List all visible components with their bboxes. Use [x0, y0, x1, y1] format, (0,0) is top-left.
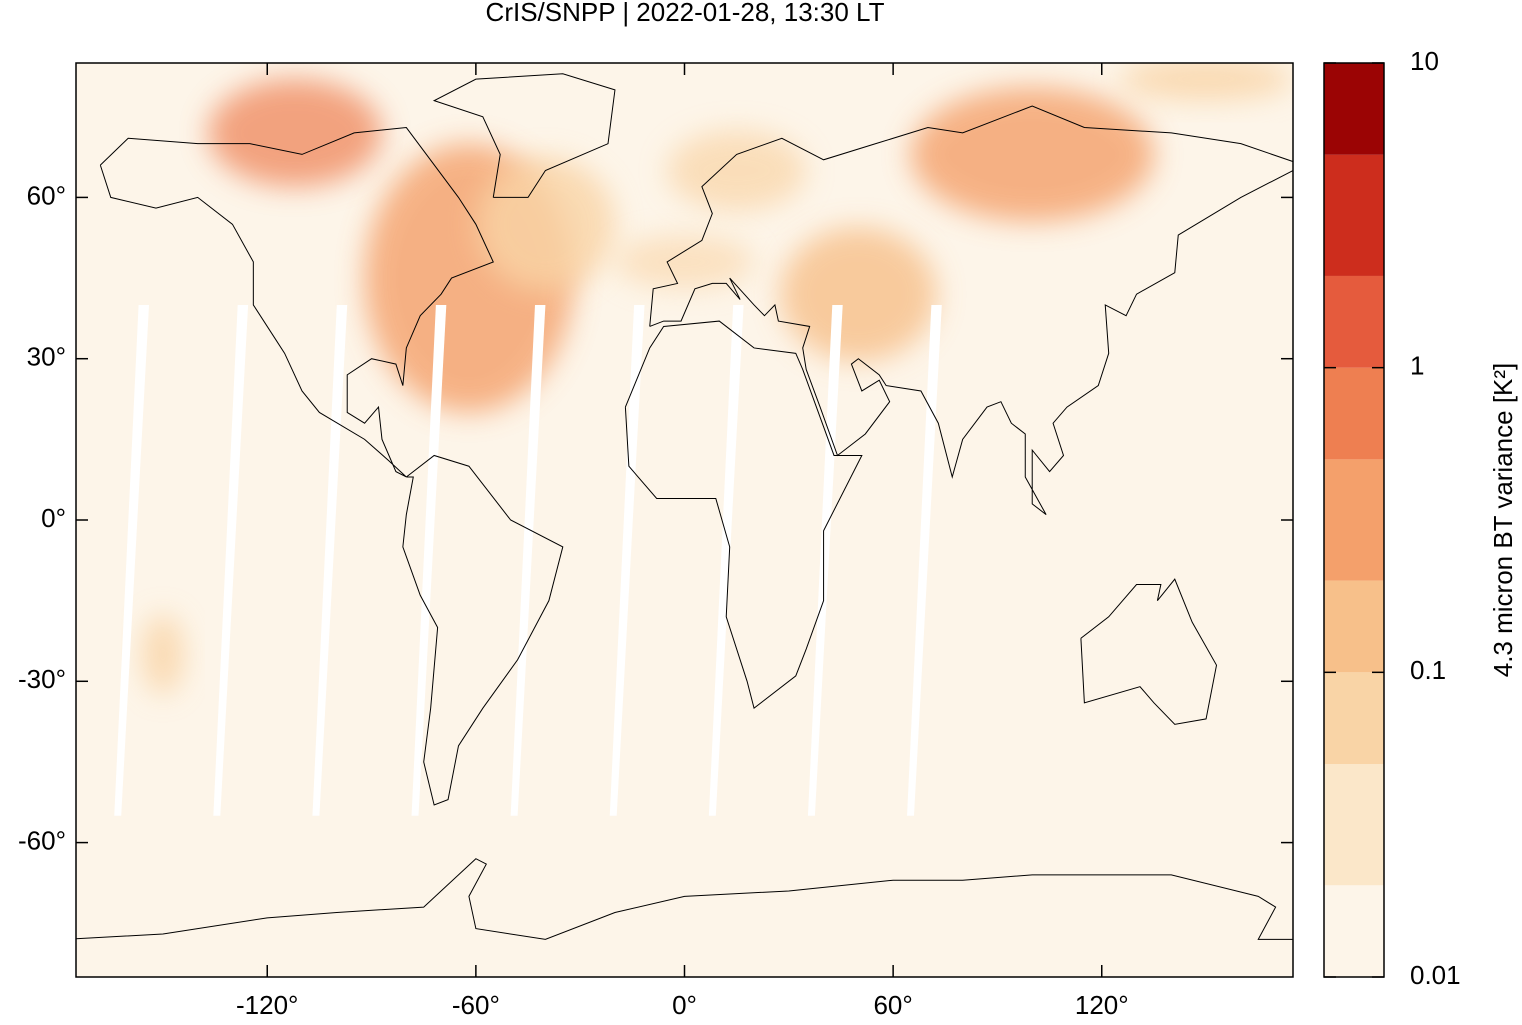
field-patch: [142, 614, 184, 695]
coastline: [432, 73, 616, 198]
field-patch: [780, 227, 937, 362]
y-tick-label: -30°: [18, 664, 66, 694]
coastline: [649, 105, 1293, 516]
field-patch: [208, 79, 383, 187]
coastline: [99, 126, 494, 478]
swath-gap: [807, 304, 843, 816]
colorbar-band: [1324, 672, 1384, 765]
field-patch: [475, 157, 616, 292]
y-tick-label: 30°: [27, 342, 66, 372]
x-tick-label: -60°: [452, 990, 500, 1020]
coastline: [76, 858, 1293, 940]
colorbar-band: [1324, 275, 1384, 368]
y-tick-label: 0°: [41, 503, 66, 533]
colorbar-tick-label: 0.1: [1410, 655, 1446, 685]
colorbar-frame: [1323, 62, 1385, 978]
colorbar-tick-label: 0.01: [1410, 960, 1461, 990]
map-area: [76, 63, 1293, 977]
swath-gap: [114, 304, 150, 816]
coastline: [624, 320, 863, 710]
field-patch: [910, 87, 1155, 222]
x-tick-label: 0°: [672, 990, 697, 1020]
swath-gap: [411, 304, 447, 816]
chart-title: CrIS/SNPP | 2022-01-28, 13:30 LT: [486, 0, 885, 27]
map-background: [76, 63, 1293, 977]
colorbar-band: [1324, 580, 1384, 673]
colorbar-tick-label: 10: [1410, 46, 1439, 76]
x-tick-label: -120°: [236, 990, 298, 1020]
coastline: [402, 454, 564, 806]
colorbar-band: [1324, 63, 1384, 155]
swath-gap: [609, 304, 645, 816]
field-patch: [667, 130, 807, 211]
swath-gap: [510, 304, 546, 816]
swath-gap: [907, 304, 942, 816]
x-tick-label: 120°: [1075, 990, 1129, 1020]
colorbar-band: [1324, 764, 1384, 886]
colorbar-tick-label: 1: [1410, 351, 1424, 381]
colorbar-band: [1324, 885, 1384, 977]
colorbar-band: [1324, 459, 1384, 581]
y-tick-label: 60°: [27, 180, 66, 210]
colorbar-label: 4.3 micron BT variance [K²]: [1488, 363, 1518, 678]
x-tick-label: 60°: [873, 990, 912, 1020]
colorbar-band: [1324, 367, 1384, 460]
swath-gap: [312, 304, 348, 816]
field-patch: [614, 235, 755, 289]
field-patch: [1119, 63, 1293, 101]
y-tick-label: -60°: [18, 825, 66, 855]
swath-gap: [213, 304, 249, 816]
coastline: [1080, 578, 1218, 725]
colorbar-band: [1324, 154, 1384, 276]
swath-gap: [708, 304, 744, 816]
